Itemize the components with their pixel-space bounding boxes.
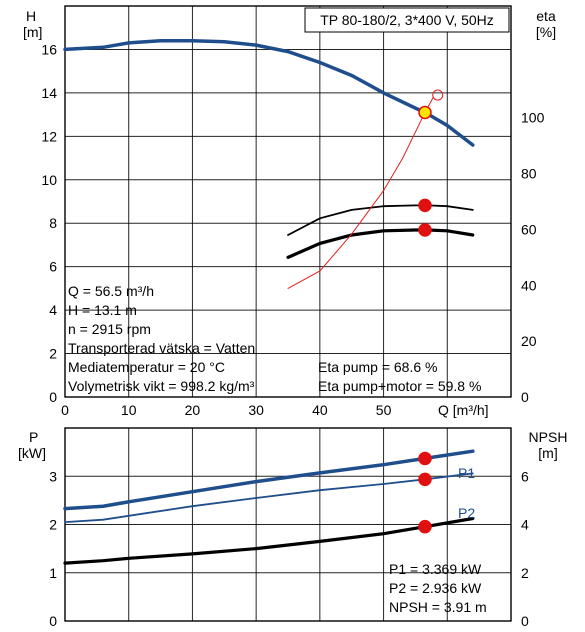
bottom-y-left-tick-label: 3 xyxy=(49,468,57,484)
top-x-tick-label: 50 xyxy=(376,402,392,418)
top-y-left-tick-label: 6 xyxy=(49,259,57,275)
top-y-left-tick-label: 14 xyxy=(41,85,57,101)
top-x-tick-label: 30 xyxy=(248,402,264,418)
p2-curve xyxy=(64,472,474,523)
bottom-y-left-unit: [kW] xyxy=(18,445,46,461)
bottom-y-right-label: NPSH xyxy=(529,429,568,445)
top-y-left-tick-label: 0 xyxy=(49,389,57,405)
eta-pump-curve xyxy=(287,204,474,236)
series-label-p2: P2 xyxy=(458,505,475,521)
bottom-y-right-unit: [m] xyxy=(538,445,557,461)
bottom-series xyxy=(63,449,475,565)
bottom-y-right-tick-label: 2 xyxy=(521,565,529,581)
info-line-density: Volymetrisk vikt = 998.2 kg/m³ xyxy=(68,378,255,394)
bottom-y-left-label: P xyxy=(29,429,38,445)
info-line-temperature: Mediatemperatur = 20 °C xyxy=(68,359,225,375)
top-y-right-label: eta xyxy=(536,8,556,24)
system-curve-end-marker xyxy=(432,89,444,101)
bottom-y-left-tick-label: 0 xyxy=(49,613,57,629)
top-info-left: Q = 56.5 m³/h H = 13.1 m n = 2915 rpm Tr… xyxy=(68,283,255,394)
top-x-label: Q [m³/h] xyxy=(438,402,489,418)
bottom-tick-labels: 0 1 2 3 0 2 4 6 xyxy=(49,468,529,629)
top-y-right-tick-label: 20 xyxy=(521,333,537,349)
top-y-right-tick-label: 40 xyxy=(521,277,537,293)
op-point-p2 xyxy=(418,472,432,487)
info-line-eta-pump: Eta pump = 68.6 % xyxy=(318,359,437,375)
top-y-right-tick-label: 80 xyxy=(521,166,537,182)
bottom-y-left-tick-label: 1 xyxy=(49,565,57,581)
op-point-p1 xyxy=(418,451,432,466)
top-chart-frame xyxy=(64,5,512,398)
operating-points xyxy=(418,89,444,534)
top-y-right-unit: [%] xyxy=(536,24,556,40)
op-point-npsh xyxy=(418,519,432,534)
top-y-left-label: H xyxy=(26,8,36,24)
top-info-right: Eta pump = 68.6 % Eta pump+motor = 59.8 … xyxy=(318,359,481,394)
title-box xyxy=(304,7,510,33)
top-x-tick-label: 40 xyxy=(312,402,328,418)
eta-pump-motor-curve xyxy=(286,228,475,259)
system-curve xyxy=(287,96,434,289)
top-y-left-tick-label: 4 xyxy=(49,302,57,318)
head-curve-extension xyxy=(64,46,104,50)
top-x-tick-label: 10 xyxy=(121,402,137,418)
top-series xyxy=(63,39,475,289)
top-y-left-unit: [m] xyxy=(23,24,42,40)
bottom-y-right-tick-label: 0 xyxy=(521,613,529,629)
info-line-q: Q = 56.5 m³/h xyxy=(68,283,154,299)
bottom-info: P1 = 3.369 kW P2 = 2.936 kW NPSH = 3.91 … xyxy=(389,561,487,615)
top-y-left-tick-label: 12 xyxy=(41,128,57,144)
info-line-eta-pump-motor: Eta pump+motor = 59.8 % xyxy=(318,378,481,394)
info-line-npsh: NPSH = 3.91 m xyxy=(389,599,487,615)
info-line-liquid: Transporterad vätska = Vatten xyxy=(68,340,255,356)
info-line-n: n = 2915 rpm xyxy=(68,321,151,337)
top-y-left-tick-label: 16 xyxy=(41,41,57,57)
bottom-y-right-tick-label: 6 xyxy=(521,468,529,484)
op-point-eta-pump xyxy=(418,198,432,213)
top-tick-labels: 0 10 20 30 40 50 0 2 4 6 8 10 12 14 16 0 20 40 60 80 100 xyxy=(41,41,544,418)
top-y-left-tick-label: 2 xyxy=(49,346,57,362)
npsh-curve xyxy=(63,516,475,565)
info-line-p2: P2 = 2.936 kW xyxy=(389,580,482,596)
series-label-p1: P1 xyxy=(458,465,475,481)
top-y-right-tick-label: 60 xyxy=(521,221,537,237)
bottom-y-left-tick-label: 2 xyxy=(49,517,57,533)
info-line-h: H = 13.1 m xyxy=(68,302,137,318)
p1-curve xyxy=(63,449,475,511)
top-x-tick-label: 20 xyxy=(185,402,201,418)
top-y-right-tick-label: 0 xyxy=(521,389,529,405)
op-point-eta-pump-motor xyxy=(418,223,432,237)
info-line-p1: P1 = 3.369 kW xyxy=(389,561,482,577)
top-y-left-tick-label: 10 xyxy=(41,172,57,188)
top-grid xyxy=(65,5,511,397)
top-y-right-tick-label: 100 xyxy=(521,110,545,126)
top-y-left-tick-label: 8 xyxy=(49,215,57,231)
top-x-tick-label: 0 xyxy=(61,402,69,418)
op-point-head xyxy=(418,105,432,120)
bottom-y-right-tick-label: 4 xyxy=(521,517,529,533)
chart-title: TP 80-180/2, 3*400 V, 50Hz xyxy=(320,12,494,28)
